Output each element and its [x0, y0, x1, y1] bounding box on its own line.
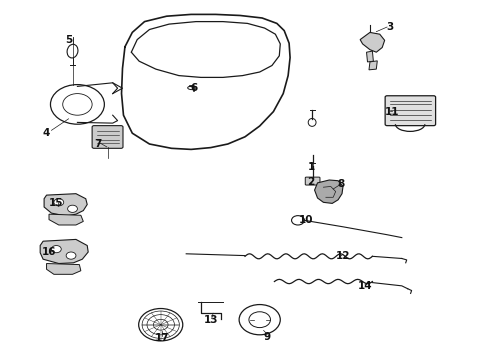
FancyBboxPatch shape: [92, 126, 123, 148]
Circle shape: [54, 199, 64, 206]
Text: 10: 10: [299, 215, 314, 225]
Text: 7: 7: [94, 139, 102, 149]
Text: 16: 16: [42, 247, 56, 257]
Polygon shape: [44, 194, 87, 216]
Text: 8: 8: [337, 179, 344, 189]
Circle shape: [66, 252, 76, 259]
Text: 5: 5: [65, 35, 72, 45]
Polygon shape: [369, 61, 377, 70]
FancyBboxPatch shape: [385, 96, 436, 126]
Text: 17: 17: [154, 333, 169, 343]
FancyBboxPatch shape: [305, 177, 320, 185]
Text: 4: 4: [43, 128, 50, 138]
Text: 3: 3: [386, 22, 393, 32]
Polygon shape: [315, 180, 343, 203]
Polygon shape: [49, 214, 83, 225]
Text: 13: 13: [203, 315, 218, 325]
Text: 11: 11: [385, 107, 399, 117]
Text: 12: 12: [336, 251, 350, 261]
Text: 9: 9: [264, 332, 270, 342]
Polygon shape: [47, 264, 81, 274]
Circle shape: [68, 205, 77, 212]
Circle shape: [51, 246, 61, 253]
Text: 14: 14: [358, 281, 372, 291]
Text: 1: 1: [308, 162, 315, 172]
Text: 6: 6: [190, 83, 197, 93]
Text: 15: 15: [49, 198, 64, 208]
Polygon shape: [40, 239, 88, 264]
Text: 2: 2: [308, 177, 315, 187]
Polygon shape: [367, 51, 373, 62]
Polygon shape: [360, 32, 385, 52]
